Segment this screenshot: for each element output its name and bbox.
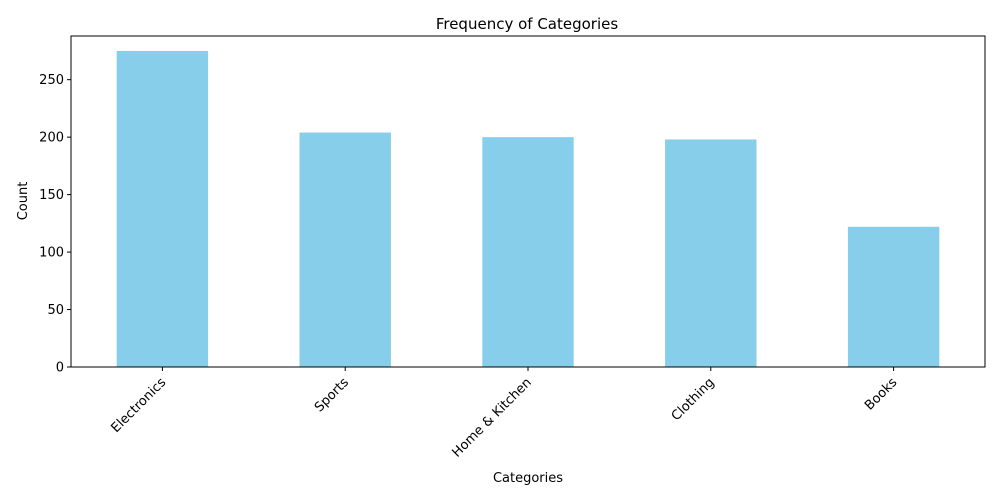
x-tick-label: Books <box>862 375 900 413</box>
y-tick-label: 100 <box>39 246 64 261</box>
plot-area <box>116 50 940 367</box>
x-tick-label: Clothing <box>669 375 718 424</box>
bar-clothing <box>665 139 757 367</box>
bar-sports <box>299 132 391 367</box>
y-tick-label: 150 <box>39 188 64 203</box>
x-axis: Electronics Sports Home & Kitchen Clothing B… <box>109 367 901 461</box>
y-axis-label: Count <box>16 182 31 221</box>
chart-title: Frequency of Categories <box>436 15 619 33</box>
x-axis-label: Categories <box>493 471 563 486</box>
bar-electronics <box>116 50 209 367</box>
y-tick-label: 250 <box>39 73 64 88</box>
y-axis: 0 50 100 150 200 250 <box>39 73 71 376</box>
x-tick-label: Electronics <box>109 375 170 436</box>
y-tick-label: 200 <box>39 131 64 146</box>
x-tick-label: Sports <box>312 375 352 415</box>
bar-books <box>847 226 940 367</box>
bar-home-kitchen <box>482 137 574 367</box>
y-tick-label: 0 <box>56 361 64 376</box>
y-tick-label: 50 <box>47 303 64 318</box>
x-tick-label: Home & Kitchen <box>450 375 535 460</box>
plot-frame <box>70 35 986 368</box>
